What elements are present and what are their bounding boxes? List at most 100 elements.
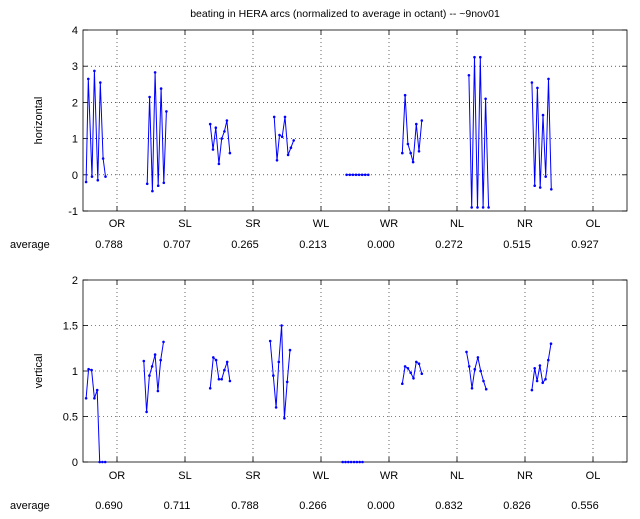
data-point (285, 380, 289, 384)
average-value-WR: 0.000 (367, 239, 395, 251)
x-tick-label-NL: NL (450, 470, 464, 482)
y-tick-label: 3 (72, 61, 78, 73)
data-point (536, 86, 539, 90)
x-tick-label-SL: SL (178, 470, 191, 482)
average-value-OL: 0.927 (571, 239, 599, 251)
data-point (470, 387, 474, 390)
data-point (225, 360, 229, 364)
y-tick-label: 2 (72, 275, 78, 287)
data-point (159, 87, 163, 90)
data-point (286, 153, 290, 157)
data-point (355, 460, 359, 464)
average-value-SR: 0.788 (231, 500, 259, 512)
data-point (228, 379, 232, 383)
data-point (84, 180, 88, 184)
data-point (467, 365, 471, 368)
data-point (347, 460, 350, 464)
data-point (417, 362, 421, 366)
average-value-SR: 0.265 (231, 239, 259, 251)
data-point (420, 372, 424, 376)
x-tick-label-WL: WL (313, 470, 330, 482)
data-point (344, 460, 347, 464)
data-point (538, 186, 542, 189)
data-point (217, 377, 221, 381)
data-point (409, 151, 413, 155)
y-tick-label: 0 (72, 457, 78, 469)
average-value-NL: 0.832 (435, 500, 463, 512)
y-tick-label: 1.5 (63, 321, 78, 333)
data-point (272, 374, 275, 377)
data-point (420, 119, 424, 122)
data-point (467, 74, 471, 77)
data-point (211, 148, 215, 151)
y-tick-label: -1 (68, 206, 78, 218)
series-line-SR (209, 120, 231, 164)
average-value-NR: 0.826 (503, 500, 531, 512)
x-tick-label-NL: NL (450, 218, 464, 230)
y-tick-label: 1 (72, 134, 78, 146)
data-point (465, 350, 468, 354)
plots-container: -1 0 1 2 3 4 OR 0.788 SL 0.707 SR 0.265 WL 0.213 WR 0.0… (10, 25, 628, 512)
data-point (351, 173, 355, 177)
x-tick-label-SR: SR (245, 470, 260, 482)
data-point (151, 189, 154, 193)
chart-title: beating in HERA arcs (normalized to aver… (190, 8, 500, 20)
data-point (549, 342, 553, 346)
data-point (99, 81, 102, 84)
data-point (484, 387, 488, 391)
data-point (367, 173, 370, 177)
data-point (409, 371, 413, 375)
average-value-OR: 0.690 (95, 500, 123, 512)
data-point (208, 122, 212, 126)
data-point (541, 381, 544, 385)
data-point (162, 340, 165, 344)
data-point (87, 367, 90, 371)
data-point (403, 365, 407, 368)
data-point (142, 359, 146, 363)
average-value-NL: 0.272 (435, 239, 463, 251)
y-tick-label: 0.5 (63, 412, 78, 424)
data-point (481, 206, 485, 209)
data-point (341, 460, 345, 464)
x-tick-label-OR: OR (109, 218, 126, 230)
data-point (550, 188, 553, 191)
data-point (544, 377, 547, 381)
data-point (223, 368, 226, 372)
x-tick-label-NR: NR (517, 470, 533, 482)
data-point (479, 369, 483, 373)
data-point (156, 389, 160, 393)
data-point (101, 157, 105, 160)
data-point (283, 417, 286, 420)
plot-horizontal: -1 0 1 2 3 4 OR 0.788 SL 0.707 SR 0.265 WL 0.213 WR 0.0… (10, 25, 628, 251)
average-value-NR: 0.515 (503, 239, 531, 251)
average-label: average (10, 239, 50, 251)
data-point (220, 377, 223, 381)
data-point (349, 460, 353, 464)
data-point (352, 460, 356, 464)
x-tick-label-WR: WR (380, 470, 398, 482)
data-point (289, 146, 293, 149)
data-point (93, 397, 96, 400)
data-point (415, 122, 418, 126)
data-point (214, 126, 218, 129)
data-point (278, 133, 281, 137)
data-point (223, 130, 226, 133)
average-value-OR: 0.788 (95, 239, 123, 251)
data-point (277, 360, 281, 364)
average-value-WL: 0.266 (299, 500, 327, 512)
data-point (533, 367, 536, 370)
data-point (96, 178, 100, 182)
data-point (93, 69, 96, 73)
data-point (358, 460, 362, 464)
data-point (406, 142, 410, 146)
data-point (145, 182, 149, 186)
data-point (345, 173, 348, 177)
data-point (220, 137, 223, 140)
data-point (476, 206, 479, 209)
data-point (547, 358, 550, 362)
average-value-SL: 0.711 (164, 500, 191, 512)
series-line-SL (146, 72, 167, 192)
data-point (361, 460, 364, 464)
x-tick-label-NR: NR (517, 218, 533, 230)
data-point (406, 367, 410, 370)
